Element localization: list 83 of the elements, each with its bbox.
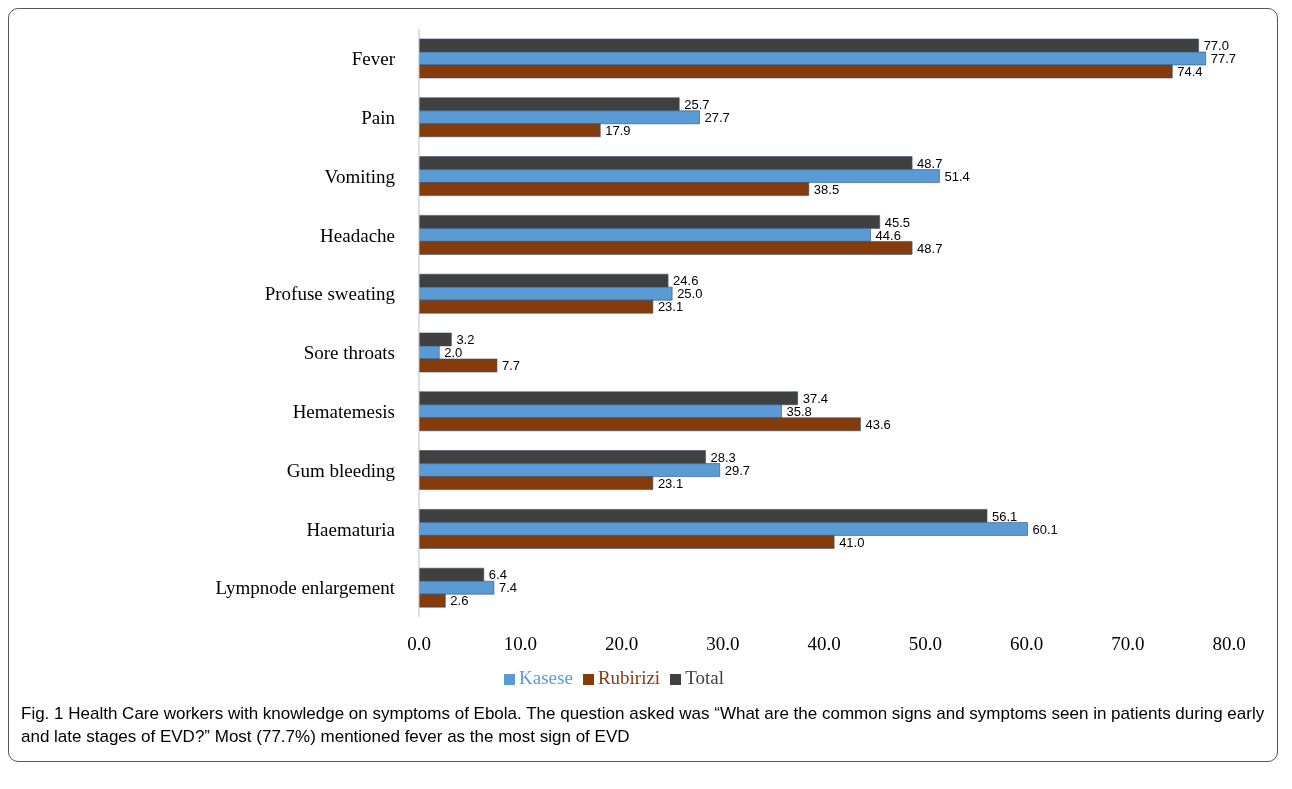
data-label: 44.6 bbox=[875, 227, 901, 243]
x-tick-label: 30.0 bbox=[706, 633, 740, 655]
bar bbox=[419, 509, 988, 523]
data-label: 77.0 bbox=[1203, 38, 1229, 54]
bar bbox=[419, 51, 1207, 66]
bar bbox=[419, 345, 440, 360]
bar bbox=[419, 463, 721, 477]
data-label: 41.0 bbox=[839, 534, 865, 550]
data-label: 7.7 bbox=[501, 358, 521, 374]
data-label: 29.7 bbox=[724, 462, 751, 478]
bar bbox=[419, 358, 498, 373]
y-tick-label: Sore throats bbox=[303, 342, 395, 364]
caption: Fig. 1 Health Care workers with knowledge on symptoms of Ebola. The question asked was “What are the common signs and symptoms seen in patients during early and late stages of EVD?” Most (77.7%) mentioned fever as the most sign of EVD bbox=[20, 703, 1266, 748]
data-label: 48.7 bbox=[917, 240, 943, 256]
data-label: 45.5 bbox=[884, 214, 910, 230]
bar bbox=[419, 273, 669, 288]
bar bbox=[419, 404, 782, 419]
bar bbox=[419, 535, 835, 549]
bar bbox=[419, 593, 446, 608]
data-label: 24.6 bbox=[673, 273, 699, 289]
bar bbox=[419, 97, 680, 112]
x-tick-label: 20.0 bbox=[604, 633, 639, 655]
bar bbox=[419, 567, 485, 582]
bar bbox=[419, 522, 1028, 536]
bar bbox=[419, 241, 913, 255]
data-label: 3.2 bbox=[456, 332, 475, 348]
data-label: 51.4 bbox=[944, 168, 970, 184]
x-tick-label: 0.0 bbox=[407, 633, 431, 655]
data-label: 23.1 bbox=[657, 299, 684, 315]
data-label: 2.0 bbox=[444, 345, 463, 361]
y-tick-label: Lympnode enlargement bbox=[215, 577, 396, 599]
data-label: 43.6 bbox=[865, 416, 891, 432]
data-label: 27.7 bbox=[704, 109, 730, 125]
data-label: 38.5 bbox=[813, 181, 840, 197]
bar bbox=[419, 450, 706, 464]
bar bbox=[419, 169, 940, 183]
y-tick-label: Profuse sweating bbox=[264, 283, 396, 305]
bar bbox=[419, 215, 880, 229]
bar bbox=[419, 476, 654, 490]
x-tick-label: 10.0 bbox=[503, 633, 537, 655]
bar bbox=[419, 156, 913, 170]
data-label: 37.4 bbox=[802, 390, 828, 406]
data-label: 25.0 bbox=[677, 286, 703, 302]
data-label: 23.1 bbox=[657, 475, 684, 491]
x-tick-label: 50.0 bbox=[908, 633, 942, 655]
bar bbox=[419, 391, 798, 406]
data-label: 7.4 bbox=[498, 580, 517, 596]
bar bbox=[419, 228, 871, 242]
bar bbox=[419, 110, 700, 125]
bar bbox=[419, 580, 495, 595]
x-tick-label: 60.0 bbox=[1009, 633, 1044, 655]
data-label: 77.7 bbox=[1210, 51, 1237, 67]
data-label: 48.7 bbox=[917, 155, 943, 171]
x-tick-label: 80.0 bbox=[1212, 633, 1246, 655]
y-tick-label: Headache bbox=[320, 224, 395, 246]
y-tick-label: Hematemesis bbox=[292, 400, 395, 422]
legend-label: Total bbox=[685, 667, 724, 688]
bar bbox=[419, 182, 810, 196]
y-tick-label: Gum bleeding bbox=[286, 459, 396, 481]
bar bbox=[419, 417, 861, 432]
bar bbox=[419, 38, 1199, 53]
data-label: 74.4 bbox=[1177, 64, 1203, 80]
data-label: 2.6 bbox=[450, 593, 469, 609]
data-label: 35.8 bbox=[786, 403, 812, 419]
bar bbox=[419, 64, 1173, 79]
bar bbox=[419, 123, 601, 138]
x-tick-label: 40.0 bbox=[807, 633, 841, 655]
bar bbox=[419, 286, 673, 301]
bar bbox=[419, 332, 452, 347]
legend-label: Rubirizi bbox=[597, 667, 661, 688]
data-label: 56.1 bbox=[992, 508, 1018, 524]
x-tick-label: 70.0 bbox=[1111, 633, 1145, 655]
legend-label: Kasese bbox=[519, 667, 573, 688]
y-tick-label: Fever bbox=[351, 48, 396, 70]
y-tick-label: Haematuria bbox=[306, 518, 396, 540]
y-tick-label: Vomiting bbox=[324, 165, 396, 187]
data-label: 6.4 bbox=[488, 567, 507, 583]
data-label: 25.7 bbox=[684, 96, 710, 112]
y-tick-label: Pain bbox=[361, 106, 396, 128]
bar bbox=[419, 299, 654, 314]
data-label: 28.3 bbox=[710, 449, 736, 465]
data-label: 17.9 bbox=[605, 122, 631, 138]
data-label: 60.1 bbox=[1032, 521, 1058, 537]
